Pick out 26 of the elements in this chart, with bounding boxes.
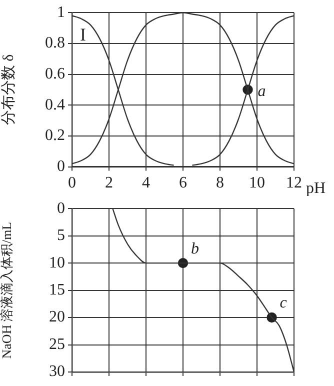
y-tick-label: 0.4 [45, 96, 65, 114]
y-tick-label: 10 [49, 254, 65, 272]
y-tick-label: 0.2 [45, 127, 65, 144]
x-tick-label: 12 [286, 174, 302, 192]
y-tick-label: 30 [49, 363, 65, 380]
y-tick-label: 20 [49, 308, 65, 326]
y-tick-label: 15 [49, 282, 65, 299]
y-tick-label: 0.6 [45, 65, 65, 82]
y-tick-label: 25 [49, 336, 65, 353]
y-tick-label: 0.8 [45, 34, 65, 52]
y-tick-label: 5 [57, 227, 65, 244]
x-tick-label: 8 [216, 174, 224, 192]
x-tick-label: 10 [249, 174, 265, 192]
x-tick-label: 2 [105, 174, 113, 192]
y-tick-label: 0 [57, 158, 65, 176]
x-tick-label: 4 [142, 174, 150, 192]
x-tick-label: 6 [179, 174, 187, 192]
y-axis-title: NaOH 溶液滴入体积/mL [0, 222, 14, 359]
annotation: c [280, 294, 287, 312]
y-tick-label: 0 [57, 200, 65, 217]
x-tick-label: 0 [68, 174, 76, 192]
annotation: b [191, 240, 199, 258]
y-axis-title: 分布分数 δ [0, 54, 17, 126]
annotation: a [258, 82, 266, 100]
y-tick-label: 1 [57, 4, 65, 21]
series-label: I [80, 24, 86, 44]
